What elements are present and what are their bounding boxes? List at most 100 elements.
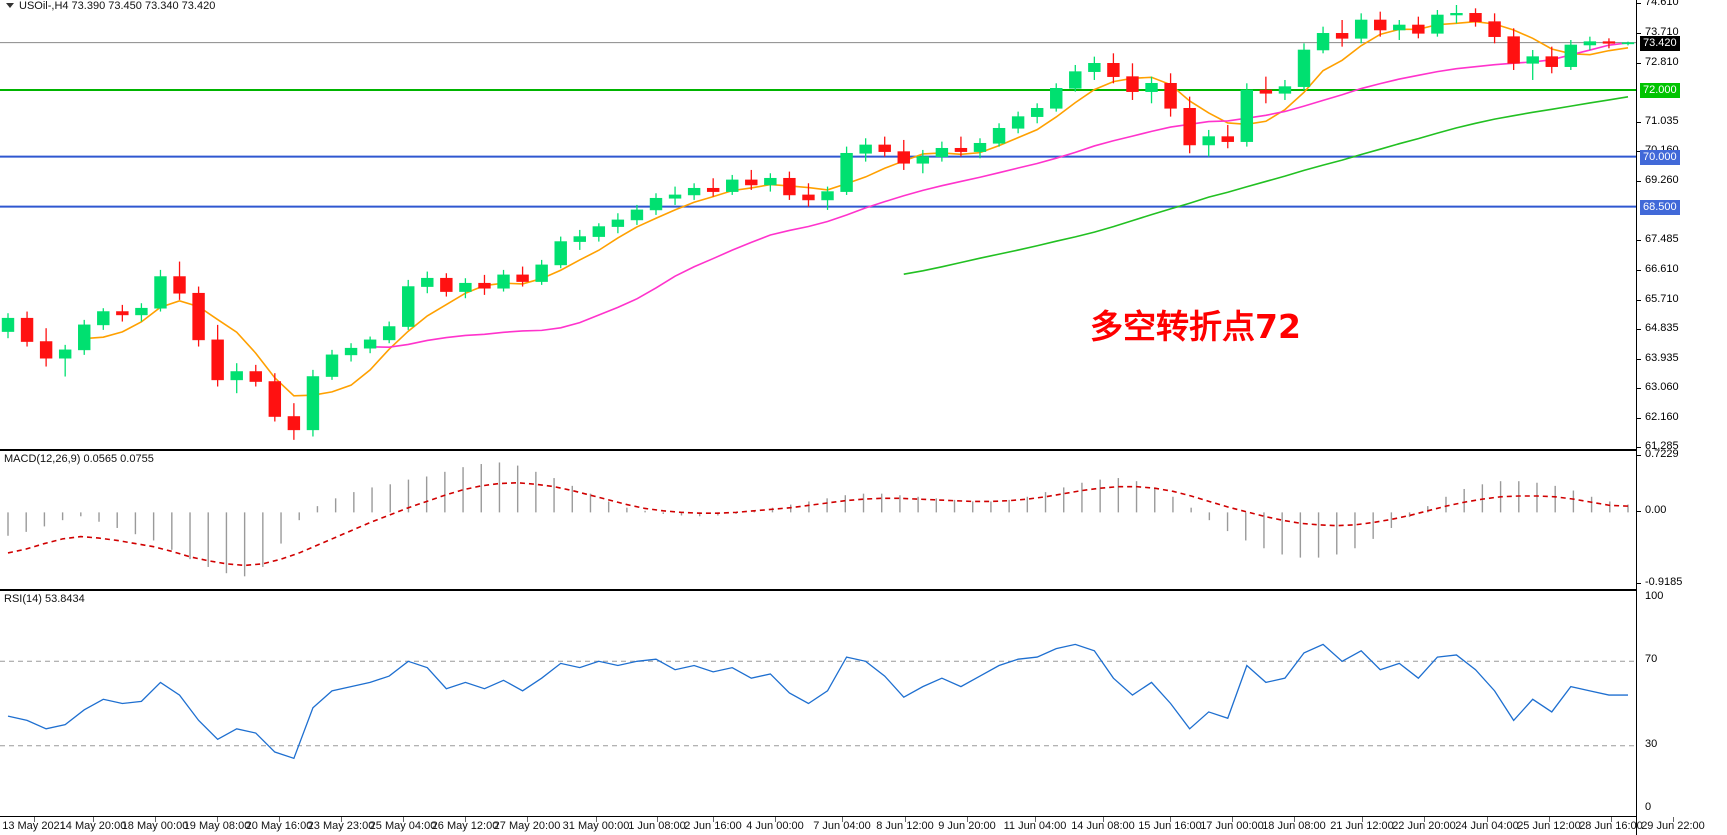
macd-tick-label: -0.9185 [1645, 576, 1683, 588]
price-tick-label: 67.485 [1645, 233, 1679, 246]
price-tick-label: 71.035 [1645, 115, 1679, 128]
time-tick-label: 1 Jun 08:00 [628, 820, 686, 832]
time-tick-label: 23 May 23:00 [307, 820, 375, 832]
time-tick-mark [217, 817, 218, 822]
time-tick-label: 26 May 12:00 [431, 820, 499, 832]
time-tick-label: 20 May 16:00 [245, 820, 313, 832]
price-tick-label: 66.610 [1645, 262, 1679, 275]
time-tick-mark [842, 817, 843, 822]
rsi-panel-plot[interactable] [0, 591, 1636, 816]
time-tick-label: 25 Jun 12:00 [1517, 820, 1581, 832]
time-tick-mark [905, 817, 906, 822]
time-tick-mark [1232, 817, 1233, 822]
time-tick-label: 7 Jun 04:00 [813, 820, 871, 832]
time-tick-label: 11 Jun 04:00 [1003, 820, 1067, 832]
price-tick-mark [1637, 240, 1641, 242]
level-72-tag[interactable]: 72.000 [1640, 82, 1680, 98]
time-tick-label: 19 May 08:00 [183, 820, 251, 832]
price-panel-plot[interactable] [0, 0, 1636, 449]
macd-tick-label: 0.00 [1645, 504, 1667, 517]
rsi-tick-label: 100 [1645, 590, 1664, 602]
price-tick-mark [1637, 32, 1641, 34]
price-tick-label: 63.935 [1645, 351, 1679, 364]
macd-panel[interactable] [0, 450, 1636, 590]
time-tick-label: 13 May 2021 [2, 820, 66, 832]
price-tick-label: 74.610 [1645, 0, 1679, 8]
symbol-info-bar: USOil-,H4 73.390 73.450 73.340 73.420 [0, 0, 215, 13]
time-tick-mark [1035, 817, 1036, 822]
time-tick-mark [1424, 817, 1425, 822]
time-tick-mark [465, 817, 466, 822]
level-68-5-tag[interactable]: 68.500 [1640, 199, 1680, 215]
macd-tick-mark [1637, 583, 1641, 584]
time-tick-mark [279, 817, 280, 822]
price-tick-mark [1637, 3, 1641, 4]
time-tick-mark [775, 817, 776, 822]
price-panel[interactable] [0, 0, 1636, 450]
macd-svg [7, 462, 1629, 577]
macd-tick-label: 0.7229 [1645, 448, 1679, 460]
time-tick-label: 27 May 20:00 [493, 820, 561, 832]
price-tick-label: 69.260 [1645, 174, 1679, 187]
time-tick-label: 14 Jun 08:00 [1071, 820, 1135, 832]
price-tick-mark [1637, 299, 1641, 301]
time-tick-label: 4 Jun 00:00 [746, 820, 804, 832]
price-tick-mark [1637, 151, 1641, 153]
time-tick-mark [596, 817, 597, 822]
time-tick-mark [34, 817, 35, 822]
price-tick-label: 72.810 [1645, 55, 1679, 68]
macd-panel-plot[interactable] [0, 451, 1636, 589]
time-tick-label: 21 Jun 12:00 [1330, 820, 1394, 832]
price-tick-label: 73.710 [1645, 25, 1679, 38]
rsi-tick-label: 70 [1645, 653, 1658, 666]
time-tick-label: 15 Jun 16:00 [1138, 820, 1202, 832]
time-tick-mark [527, 817, 528, 822]
price-tick-label: 63.060 [1645, 380, 1679, 393]
time-tick-label: 29 Jun 22:00 [1641, 820, 1705, 832]
time-tick-mark [967, 817, 968, 822]
time-tick-mark [403, 817, 404, 822]
time-tick-mark [1611, 817, 1612, 822]
price-tick-mark [1637, 358, 1641, 360]
time-tick-label: 17 Jun 00:00 [1200, 820, 1264, 832]
level-70-tag[interactable]: 70.000 [1640, 149, 1680, 165]
rsi-svg [0, 643, 1636, 760]
time-tick-label: 28 Jun 16:00 [1579, 820, 1643, 832]
time-tick-label: 9 Jun 20:00 [938, 820, 996, 832]
time-tick-mark [1549, 817, 1550, 822]
time-tick-mark [713, 817, 714, 822]
price-tick-mark [1637, 269, 1641, 271]
time-tick-mark [1103, 817, 1104, 822]
chart-annotation-text: 多空转折点72 [1090, 307, 1301, 346]
macd-indicator-label: MACD(12,26,9) 0.0565 0.0755 [4, 453, 154, 465]
time-tick-label: 25 May 04:00 [369, 820, 437, 832]
macd-tick-mark [1637, 511, 1641, 513]
time-tick-label: 22 Jun 20:00 [1392, 820, 1456, 832]
time-tick-mark [341, 817, 342, 822]
time-tick-label: 8 Jun 12:00 [876, 820, 934, 832]
time-tick-label: 31 May 00:00 [562, 820, 630, 832]
price-tick-label: 62.160 [1645, 410, 1679, 423]
time-scale-axis[interactable]: 13 May 2021 14 May 20:00 18 May 00:00 19 Ma… [0, 817, 1705, 835]
rsi-indicator-label: RSI(14) 53.8434 [4, 593, 85, 605]
time-tick-label: 24 Jun 04:00 [1455, 820, 1519, 832]
price-tick-mark [1637, 122, 1641, 124]
time-tick-mark [1487, 817, 1488, 822]
price-tick-label: 65.710 [1645, 292, 1679, 305]
time-tick-mark [93, 817, 94, 822]
rsi-panel[interactable] [0, 590, 1636, 817]
price-tick-mark [1637, 447, 1641, 448]
price-scale-axis[interactable]: 74.61073.71072.81071.03570.16069.26067.4… [1636, 0, 1727, 835]
price-tick-mark [1637, 387, 1641, 389]
price-tick-label: 64.835 [1645, 321, 1679, 334]
macd-tick-mark [1637, 455, 1641, 456]
time-tick-mark [155, 817, 156, 822]
price-candlestick-svg [0, 4, 1636, 440]
last-price-tag[interactable]: 73.420 [1640, 35, 1680, 51]
time-tick-mark [657, 817, 658, 822]
rsi-tick-label: 30 [1645, 737, 1658, 750]
symbol-info-text: USOil-,H4 73.390 73.450 73.340 73.420 [19, 0, 216, 12]
price-tick-mark [1637, 328, 1641, 330]
caret-down-icon[interactable] [6, 2, 14, 8]
